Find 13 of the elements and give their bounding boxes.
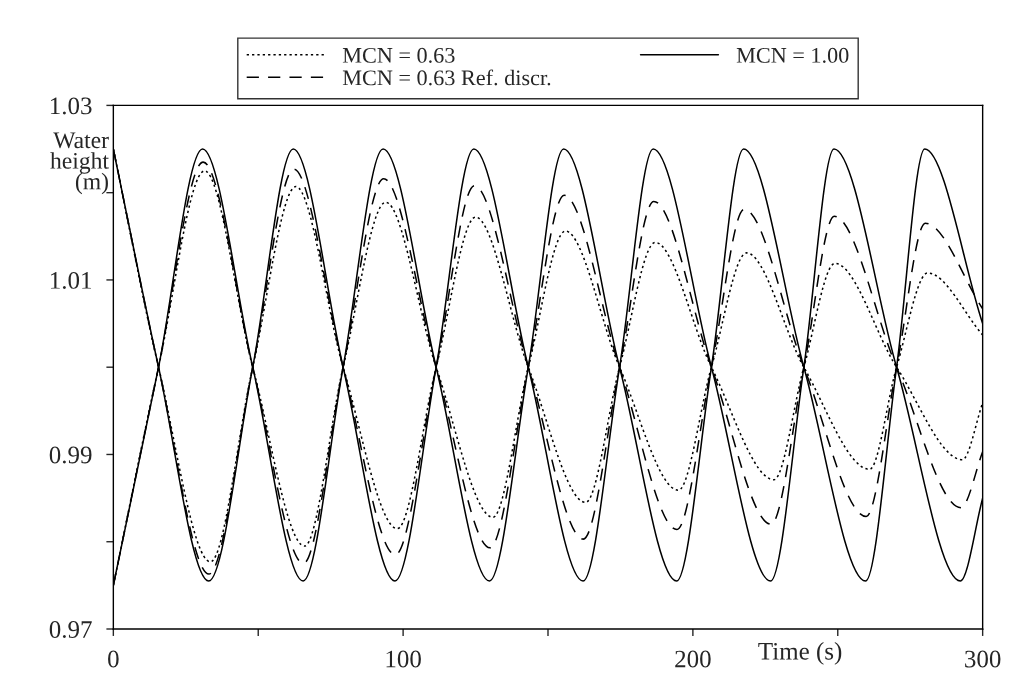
x-tick-label: 200 (675, 650, 711, 668)
x-tick-label: 300 (965, 650, 1001, 668)
y-axis-title: Water height (m) (50, 132, 109, 195)
y-tick-label: 1.01 (50, 271, 92, 289)
y-tick-label: 1.03 (50, 97, 92, 115)
x-tick-label: 100 (386, 650, 421, 668)
x-tick-label: 0 (108, 650, 119, 668)
y-tick-label: 0.99 (49, 446, 92, 464)
legend-label: MCN = 1.00 (736, 47, 849, 63)
x-axis-title: Time (s) (758, 642, 842, 665)
y-tick-label: 0.97 (49, 621, 92, 639)
legend-label: MCN = 0.63 (342, 47, 455, 63)
legend-label: MCN = 0.63 Ref. discr. (342, 69, 551, 86)
